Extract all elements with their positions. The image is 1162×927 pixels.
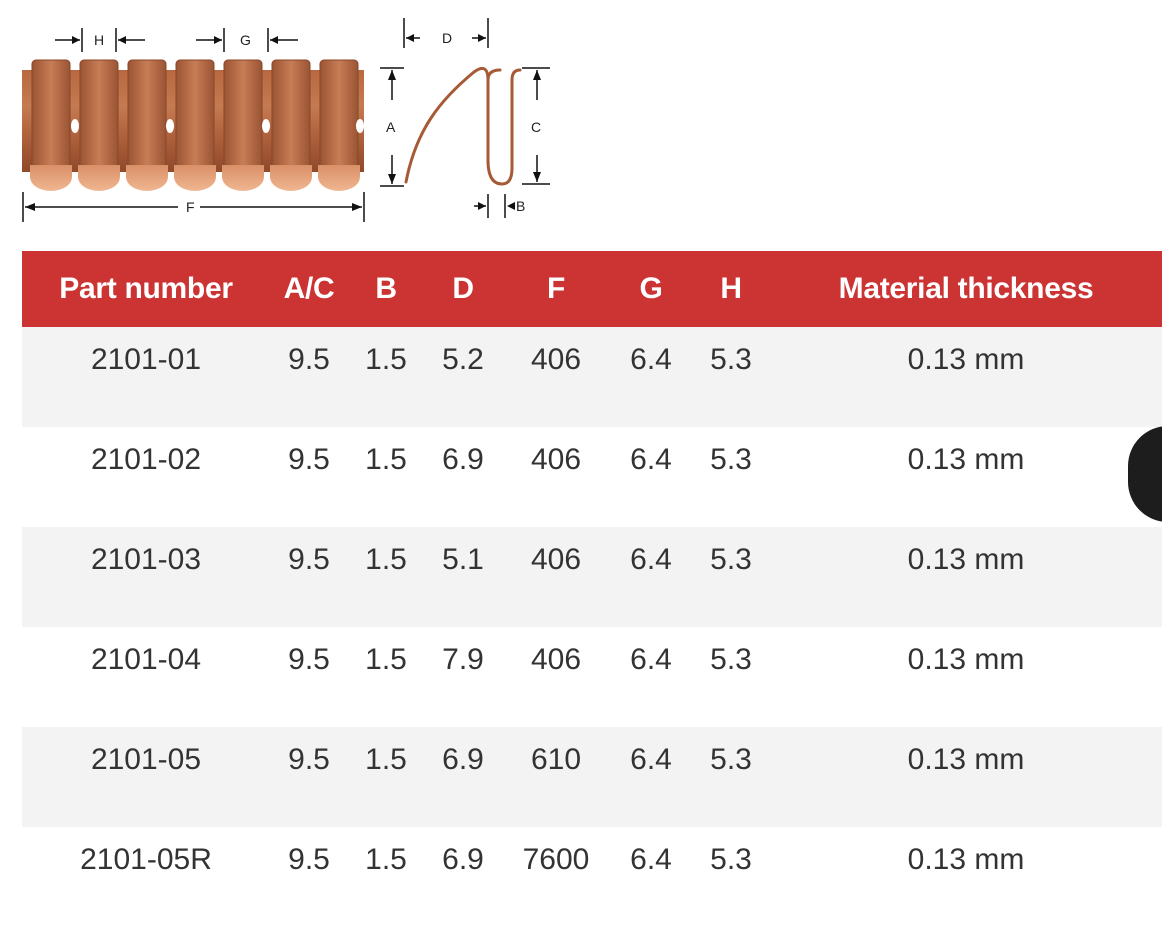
- header-h: H: [720, 272, 742, 305]
- cell-part-number: 2101-04: [90, 643, 202, 676]
- cell-f: 7600: [522, 843, 590, 876]
- cell-h: 5.3: [710, 743, 752, 776]
- label-a: A: [386, 119, 396, 135]
- cell-a-c: 9.5: [288, 443, 330, 476]
- cell-b: 1.5: [365, 543, 407, 576]
- copper-strip: [22, 59, 364, 191]
- gasket-profile: [404, 66, 522, 186]
- diagram-svg: H G: [22, 18, 550, 222]
- header-g: G: [639, 272, 663, 305]
- cell-h: 5.3: [710, 843, 752, 876]
- table-row: 2101-03 9.5 1.5 5.1 406 6.4 5.3 0.13 mm: [22, 527, 1162, 627]
- cell-f: 406: [530, 543, 582, 576]
- header-a-c: A/C: [283, 272, 335, 305]
- table-row: 2101-02 9.5 1.5 6.9 406 6.4 5.3 0.13 mm: [22, 427, 1162, 527]
- dimension-g: G: [196, 28, 298, 52]
- cell-g: 6.4: [630, 743, 672, 776]
- table-row: 2101-05R 9.5 1.5 6.9 7600 6.4 5.3 0.13 m…: [22, 827, 1162, 927]
- dimension-b: B: [474, 194, 525, 218]
- cell-material-thickness: 0.13 mm: [907, 643, 1025, 676]
- header-material-thickness: Material thickness: [838, 272, 1094, 305]
- cell-g: 6.4: [630, 643, 672, 676]
- table-row: 2101-05 9.5 1.5 6.9 610 6.4 5.3 0.13 mm: [22, 727, 1162, 827]
- label-f: F: [186, 199, 195, 215]
- cell-h: 5.3: [710, 443, 752, 476]
- label-d: D: [442, 30, 452, 46]
- cell-d: 7.9: [442, 643, 484, 676]
- dimension-a: A: [380, 67, 404, 187]
- table-row: 2101-01 9.5 1.5 5.2 406 6.4 5.3 0.13 mm: [22, 327, 1162, 427]
- cell-material-thickness: 0.13 mm: [907, 543, 1025, 576]
- cell-material-thickness: 0.13 mm: [907, 843, 1025, 876]
- cell-h: 5.3: [710, 343, 752, 376]
- cell-material-thickness: 0.13 mm: [907, 343, 1025, 376]
- cell-f: 406: [530, 443, 582, 476]
- cell-b: 1.5: [365, 843, 407, 876]
- dimension-d: D: [403, 18, 489, 48]
- gasket-dimension-diagram: H G: [0, 0, 580, 240]
- cell-d: 6.9: [442, 743, 484, 776]
- cell-g: 6.4: [630, 543, 672, 576]
- cell-a-c: 9.5: [288, 343, 330, 376]
- header-row: Part number A/C B D F G H Material thick…: [22, 251, 1162, 327]
- cell-f: 610: [530, 743, 582, 776]
- cell-g: 6.4: [630, 843, 672, 876]
- cell-material-thickness: 0.13 mm: [907, 743, 1025, 776]
- header-d: D: [452, 272, 474, 305]
- header-part-number: Part number: [59, 272, 233, 305]
- dimension-c: C: [522, 67, 550, 185]
- table-row: 2101-04 9.5 1.5 7.9 406 6.4 5.3 0.13 mm: [22, 627, 1162, 727]
- cell-part-number: 2101-01: [90, 343, 202, 376]
- cell-a-c: 9.5: [288, 843, 330, 876]
- cell-a-c: 9.5: [288, 543, 330, 576]
- cell-part-number: 2101-05R: [80, 843, 212, 876]
- spec-table: Part number A/C B D F G H Material thick…: [22, 251, 1162, 927]
- cell-f: 406: [530, 643, 582, 676]
- label-g: G: [240, 32, 251, 48]
- cell-b: 1.5: [365, 443, 407, 476]
- cell-f: 406: [530, 343, 582, 376]
- cell-h: 5.3: [710, 643, 752, 676]
- table-header: Part number A/C B D F G H Material thick…: [22, 251, 1162, 327]
- dimension-f: F: [22, 192, 365, 222]
- cell-g: 6.4: [630, 443, 672, 476]
- table-body: 2101-01 9.5 1.5 5.2 406 6.4 5.3 0.13 mm …: [22, 327, 1162, 927]
- cell-g: 6.4: [630, 343, 672, 376]
- cell-part-number: 2101-05: [90, 743, 202, 776]
- header-b: B: [375, 272, 397, 305]
- dimension-h: H: [55, 28, 145, 52]
- label-b: B: [516, 198, 525, 214]
- cell-b: 1.5: [365, 343, 407, 376]
- cell-d: 5.1: [442, 543, 484, 576]
- cell-part-number: 2101-02: [90, 443, 202, 476]
- header-f: F: [546, 272, 566, 305]
- label-c: C: [531, 119, 541, 135]
- cell-part-number: 2101-03: [90, 543, 202, 576]
- cell-b: 1.5: [365, 743, 407, 776]
- cell-d: 6.9: [442, 843, 484, 876]
- cell-material-thickness: 0.13 mm: [907, 443, 1025, 476]
- cell-d: 6.9: [442, 443, 484, 476]
- label-h: H: [94, 32, 104, 48]
- cell-h: 5.3: [710, 543, 752, 576]
- cell-a-c: 9.5: [288, 643, 330, 676]
- cell-d: 5.2: [442, 343, 484, 376]
- cell-a-c: 9.5: [288, 743, 330, 776]
- cell-b: 1.5: [365, 643, 407, 676]
